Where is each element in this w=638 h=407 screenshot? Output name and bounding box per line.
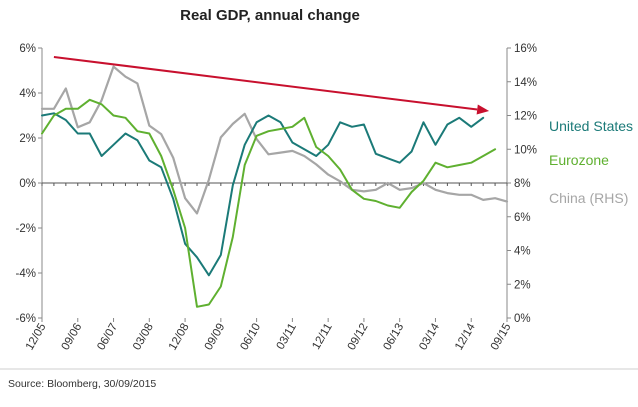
right-tick-label: 2% — [514, 279, 531, 291]
x-tick-label: 06/10 — [238, 322, 263, 353]
source-note: Source: Bloomberg, 30/09/2015 — [8, 378, 156, 390]
right-tick-label: 16% — [514, 43, 537, 55]
x-tick-label: 09/09 — [203, 322, 228, 353]
chart-title: Real GDP, annual change — [180, 7, 360, 24]
x-tick-label: 09/06 — [60, 322, 85, 353]
x-tick-label: 06/07 — [95, 322, 120, 353]
x-tick-label: 03/14 — [417, 321, 442, 352]
series-line-us — [41, 112, 485, 277]
right-tick-label: 4% — [514, 246, 531, 258]
left-tick-label: 2% — [19, 133, 36, 145]
right-tick-label: 6% — [514, 212, 531, 224]
left-tick-label: -2% — [16, 223, 36, 235]
x-tick-label: 06/13 — [382, 322, 407, 353]
left-tick-label: 6% — [19, 43, 36, 55]
x-tick-label: 09/12 — [346, 322, 371, 353]
legend-us: United States — [549, 118, 633, 134]
x-tick-label: 03/08 — [131, 322, 156, 353]
x-tick-label: 12/14 — [453, 321, 478, 352]
left-tick-label: 4% — [19, 88, 36, 100]
x-tick-label: 12/08 — [167, 322, 192, 353]
chart-body: -6% -4% -2% 0% 2% 4% 6% 0% 2% 4% 6% 8% 10% 12% 14% 16% 1… — [16, 43, 537, 352]
left-tick-label: -6% — [16, 313, 36, 325]
series-line-eurozone — [41, 98, 497, 308]
right-tick-label: 12% — [514, 111, 537, 123]
right-tick-label: 0% — [514, 313, 531, 325]
left-tick-label: -4% — [16, 268, 36, 280]
right-tick-label: 8% — [514, 178, 531, 190]
trend-arrow-shaft — [53, 56, 478, 111]
left-tick-label: 0% — [19, 178, 36, 190]
x-tick-label: 09/15 — [489, 322, 514, 353]
legend-eurozone: Eurozone — [549, 152, 609, 168]
right-tick-label: 10% — [514, 144, 537, 156]
x-tick-label: 12/05 — [24, 322, 49, 353]
x-tick-label: 12/11 — [310, 322, 334, 352]
series-line-china — [40, 65, 509, 215]
legend-china: China (RHS) — [549, 190, 628, 206]
trend-arrow-head — [476, 104, 490, 115]
x-tick-label: 03/11 — [275, 322, 299, 352]
right-tick-label: 14% — [514, 77, 537, 89]
